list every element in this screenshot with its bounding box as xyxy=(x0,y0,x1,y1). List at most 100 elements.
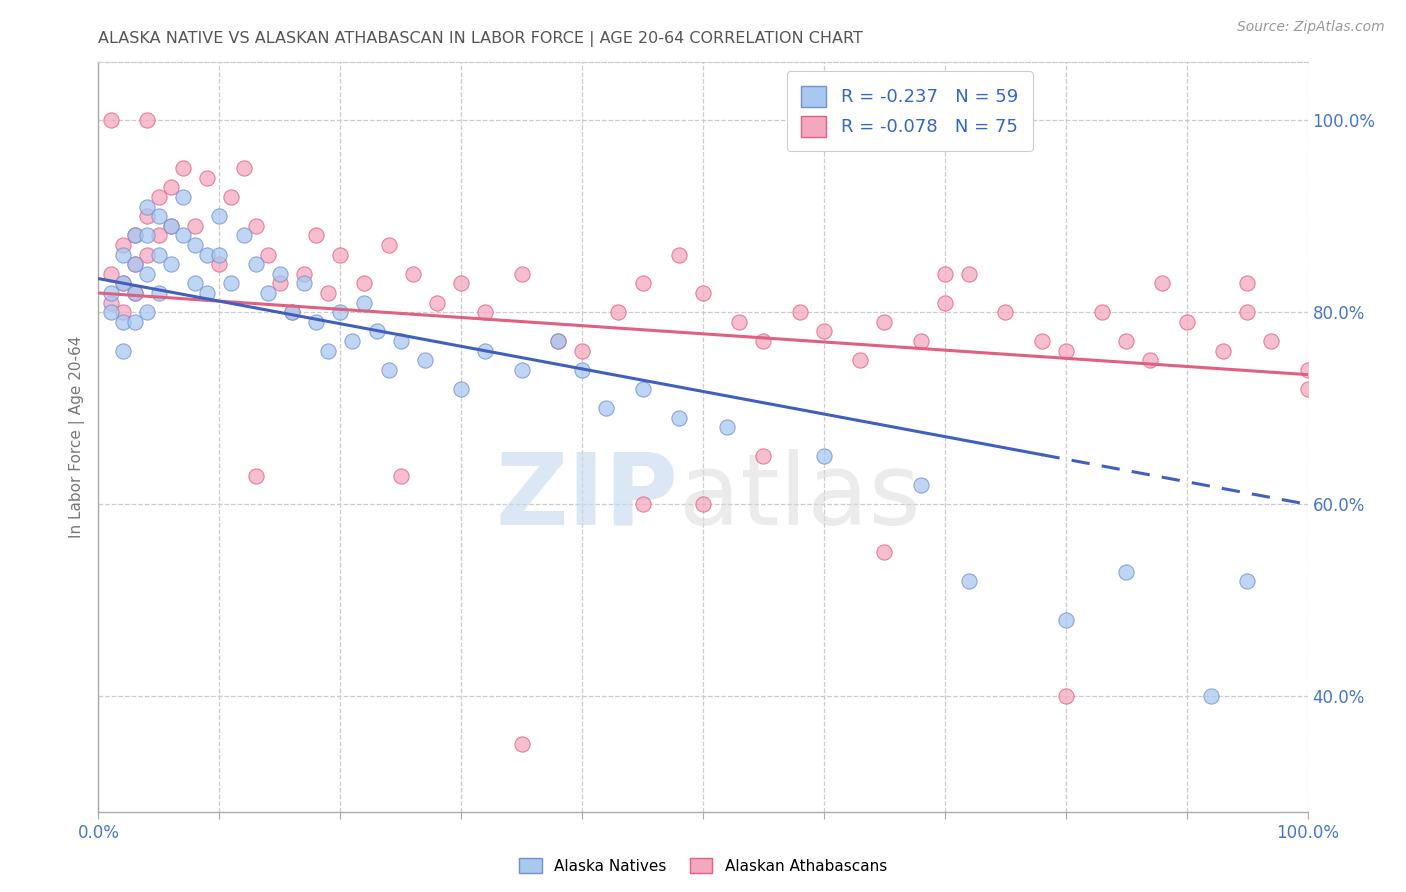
Point xyxy=(221,190,243,204)
Point xyxy=(124,228,146,243)
Point xyxy=(172,228,194,243)
Point xyxy=(547,334,569,348)
Point xyxy=(474,343,496,358)
Point xyxy=(148,247,170,261)
Point xyxy=(184,277,207,291)
Point xyxy=(124,315,146,329)
Point xyxy=(292,267,315,281)
Point xyxy=(813,325,835,339)
Point xyxy=(1260,334,1282,348)
Point xyxy=(1115,334,1137,348)
Point xyxy=(172,161,194,175)
Point xyxy=(450,382,472,396)
Point xyxy=(100,305,122,319)
Point xyxy=(910,478,932,492)
Point xyxy=(160,257,183,271)
Point xyxy=(160,219,183,233)
Point xyxy=(1054,343,1077,358)
Legend: Alaska Natives, Alaskan Athabascans: Alaska Natives, Alaskan Athabascans xyxy=(513,852,893,880)
Point xyxy=(245,468,267,483)
Point xyxy=(595,401,617,416)
Point xyxy=(148,190,170,204)
Point xyxy=(716,420,738,434)
Point xyxy=(1091,305,1114,319)
Point xyxy=(1054,613,1077,627)
Point xyxy=(245,219,267,233)
Point xyxy=(1296,382,1319,396)
Y-axis label: In Labor Force | Age 20-64: In Labor Force | Age 20-64 xyxy=(69,336,84,538)
Point xyxy=(329,247,352,261)
Point xyxy=(208,209,231,223)
Point xyxy=(668,247,690,261)
Point xyxy=(184,238,207,252)
Point xyxy=(389,334,412,348)
Point xyxy=(1296,363,1319,377)
Point xyxy=(752,450,775,464)
Point xyxy=(1236,574,1258,589)
Point xyxy=(195,247,218,261)
Point xyxy=(100,113,122,128)
Point xyxy=(402,267,425,281)
Point xyxy=(111,277,134,291)
Point xyxy=(631,497,654,511)
Point xyxy=(148,228,170,243)
Point xyxy=(668,410,690,425)
Point xyxy=(221,277,243,291)
Point xyxy=(389,468,412,483)
Point xyxy=(813,450,835,464)
Point xyxy=(873,315,896,329)
Point xyxy=(111,343,134,358)
Point xyxy=(426,295,449,310)
Point xyxy=(934,295,956,310)
Point xyxy=(377,363,399,377)
Point xyxy=(281,305,304,319)
Point xyxy=(1236,277,1258,291)
Point xyxy=(195,285,218,300)
Point xyxy=(100,267,122,281)
Point xyxy=(135,209,157,223)
Point xyxy=(124,257,146,271)
Point xyxy=(692,497,714,511)
Point xyxy=(316,285,339,300)
Point xyxy=(135,113,157,128)
Point xyxy=(450,277,472,291)
Point xyxy=(1236,305,1258,319)
Point xyxy=(269,277,291,291)
Point xyxy=(160,180,183,194)
Point xyxy=(957,574,980,589)
Point xyxy=(353,295,375,310)
Point xyxy=(305,315,328,329)
Point xyxy=(195,170,218,185)
Point xyxy=(208,257,231,271)
Point xyxy=(135,200,157,214)
Text: ZIP: ZIP xyxy=(496,449,679,546)
Point xyxy=(111,315,134,329)
Point xyxy=(510,363,533,377)
Point xyxy=(305,228,328,243)
Point xyxy=(474,305,496,319)
Point xyxy=(728,315,751,329)
Point xyxy=(256,247,278,261)
Point xyxy=(100,285,122,300)
Point xyxy=(957,267,980,281)
Point xyxy=(789,305,811,319)
Point xyxy=(124,257,146,271)
Text: ALASKA NATIVE VS ALASKAN ATHABASCAN IN LABOR FORCE | AGE 20-64 CORRELATION CHART: ALASKA NATIVE VS ALASKAN ATHABASCAN IN L… xyxy=(98,31,863,47)
Point xyxy=(135,305,157,319)
Point xyxy=(1139,353,1161,368)
Point xyxy=(292,277,315,291)
Point xyxy=(1054,690,1077,704)
Point xyxy=(1212,343,1234,358)
Legend: R = -0.237   N = 59, R = -0.078   N = 75: R = -0.237 N = 59, R = -0.078 N = 75 xyxy=(787,71,1032,151)
Point xyxy=(752,334,775,348)
Point xyxy=(184,219,207,233)
Point xyxy=(631,382,654,396)
Point xyxy=(1031,334,1053,348)
Point xyxy=(1152,277,1174,291)
Point xyxy=(934,267,956,281)
Point xyxy=(269,267,291,281)
Point xyxy=(377,238,399,252)
Point xyxy=(148,209,170,223)
Point xyxy=(160,219,183,233)
Point xyxy=(281,305,304,319)
